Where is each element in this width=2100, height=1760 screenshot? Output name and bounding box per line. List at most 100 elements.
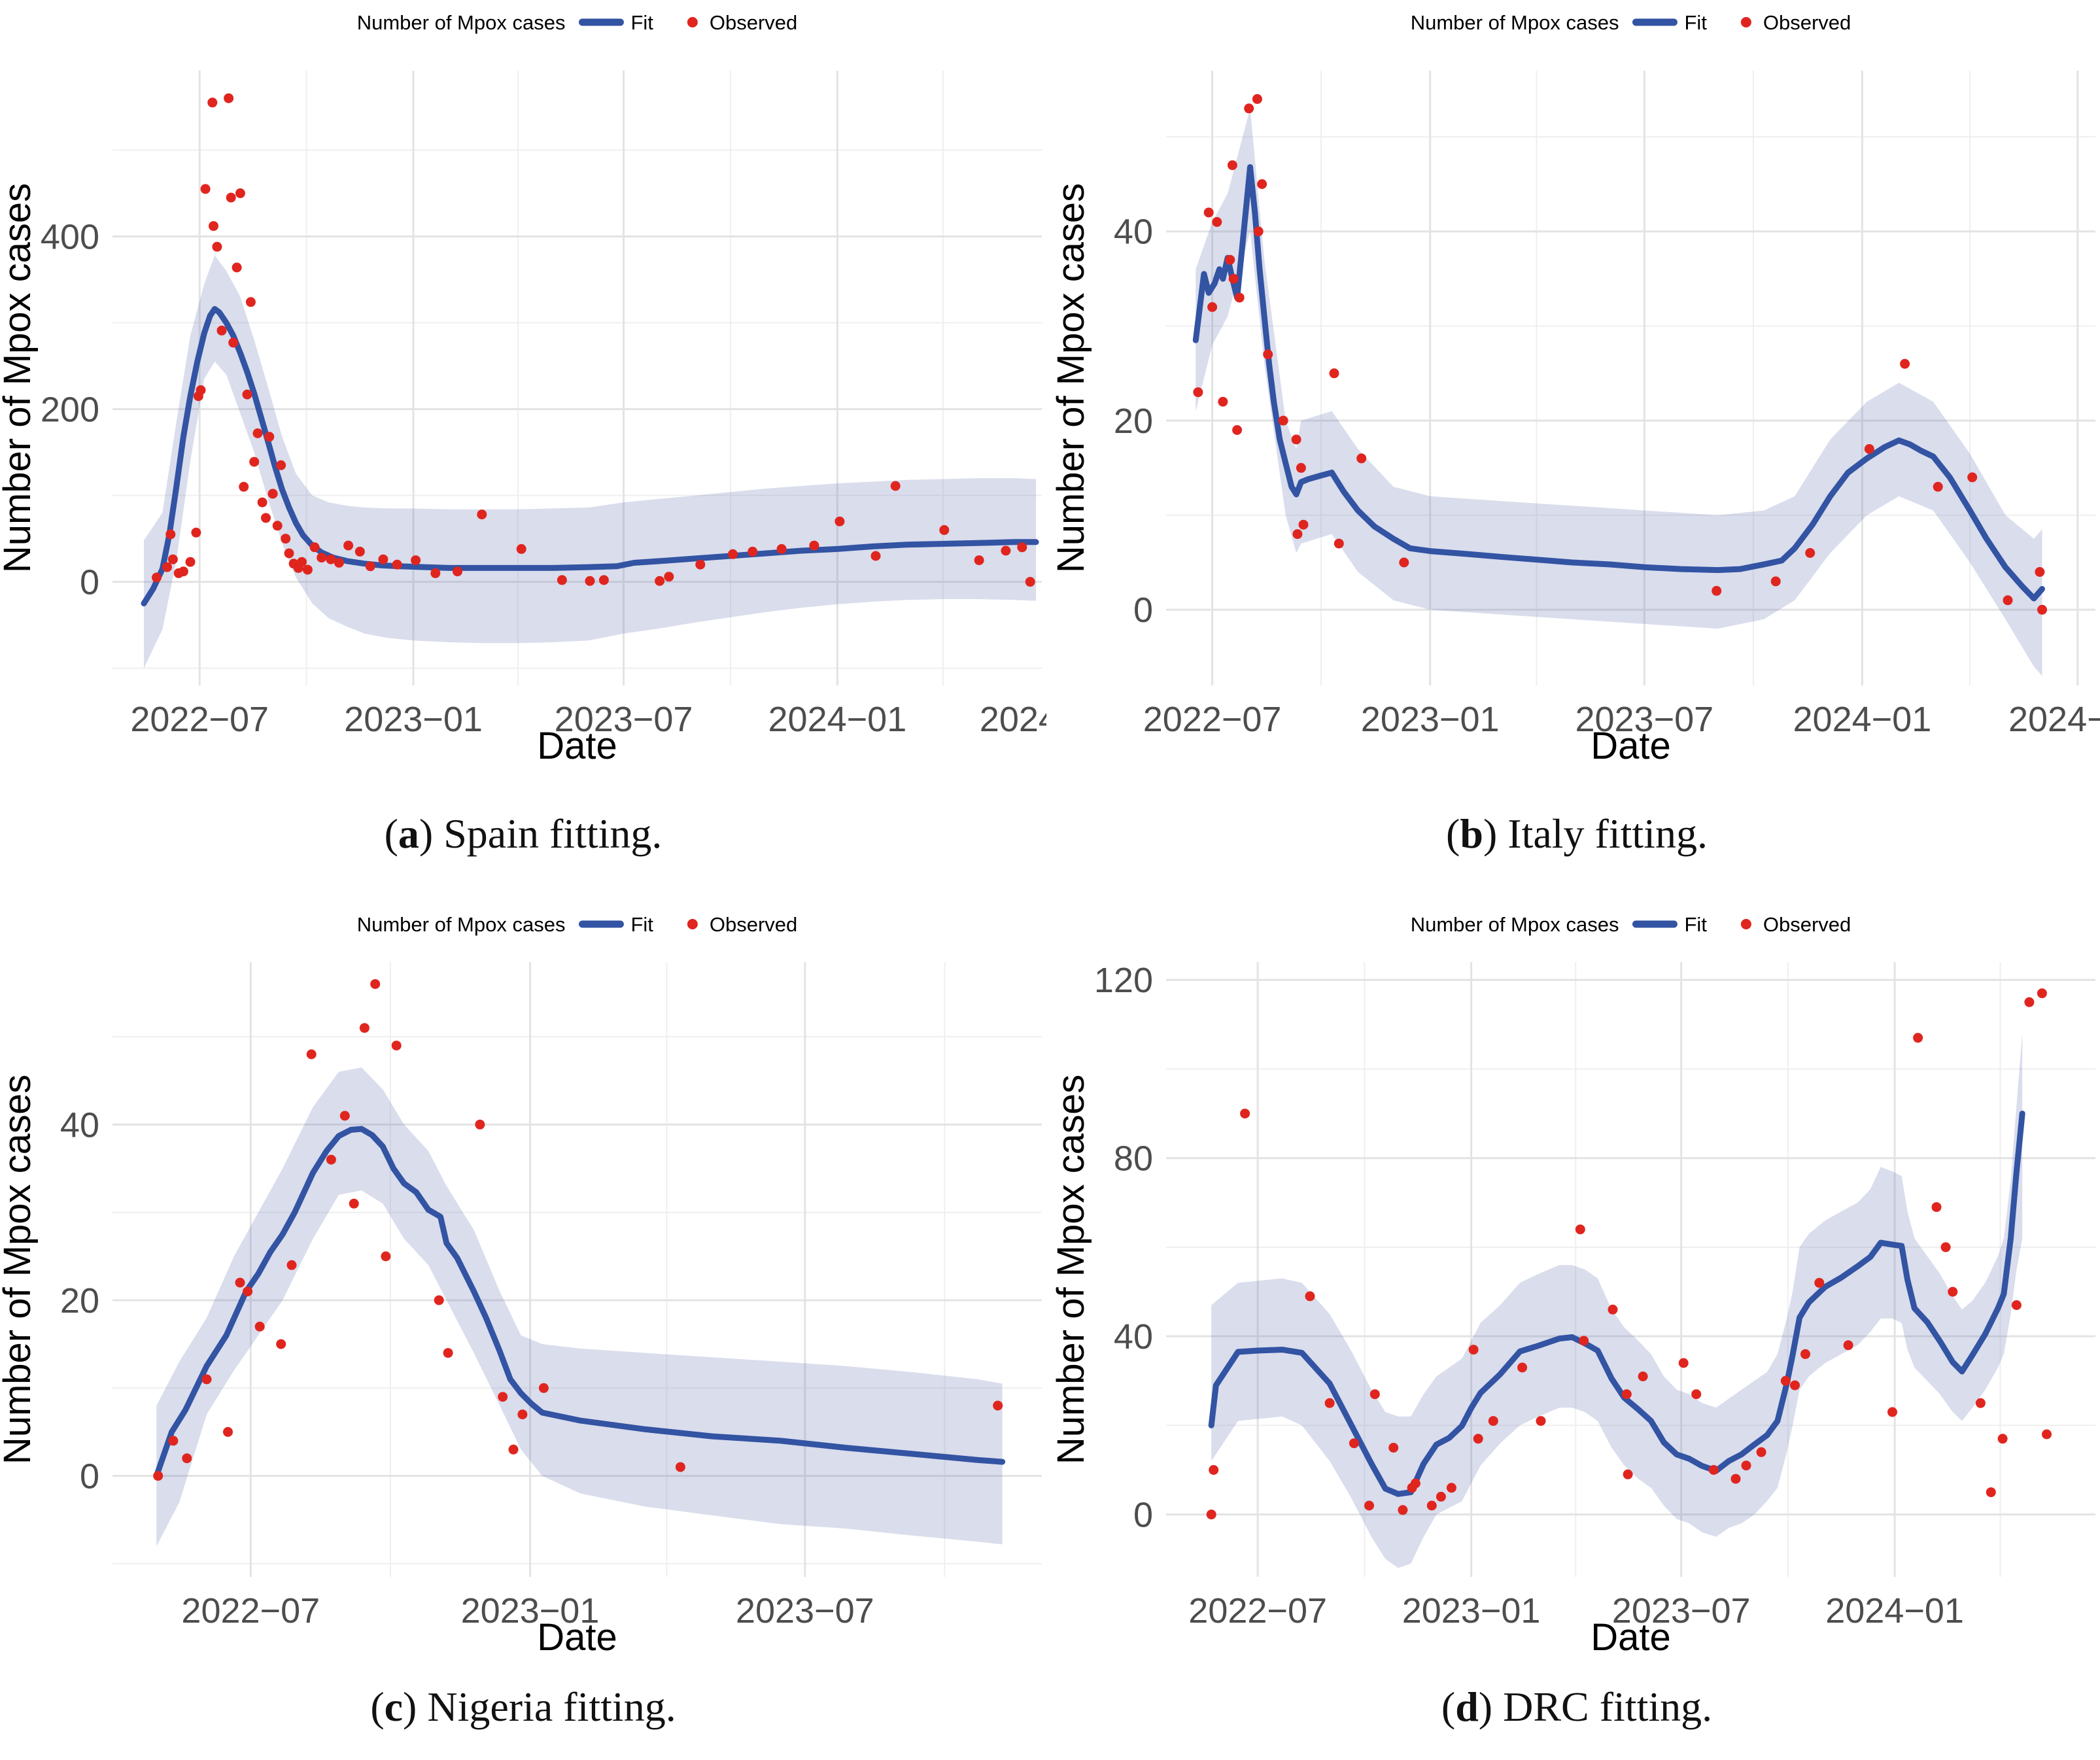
observed-point — [1608, 1304, 1618, 1315]
x-axis-labels: 2022−07 2023−01 2023−07 2024−01 — [1188, 1591, 1964, 1631]
observed-point — [334, 558, 344, 568]
observed-point — [242, 389, 252, 400]
observed-point — [1388, 1443, 1399, 1453]
fit-line — [153, 1126, 1006, 1479]
observed-point — [1931, 1202, 1942, 1213]
observed-point — [392, 559, 402, 570]
x-tick-label: 2024−01 — [768, 700, 907, 739]
chart-drc: 0 40 80 120 2022−07 2023−01 2023−07 2024−01 Date… — [1054, 913, 2095, 1655]
panel-italy: 0 20 40 2022−07 2023−01 2023−07 2024−01 2024−07… — [1054, 0, 2100, 785]
observed-point — [359, 1023, 370, 1033]
observed-point — [354, 546, 365, 557]
grid-minor — [1166, 71, 2095, 685]
observed-point — [191, 527, 201, 538]
legend-fit-label: Fit — [1684, 913, 1707, 936]
observed-point — [343, 540, 354, 551]
y-axis-title: Number of Mpox cases — [0, 183, 39, 573]
observed-point — [1207, 302, 1218, 312]
observed-point — [178, 566, 188, 577]
observed-point — [243, 1286, 253, 1297]
observed-point — [2037, 988, 2047, 999]
observed-point — [261, 513, 271, 523]
y-tick-label: 80 — [1114, 1139, 1153, 1179]
caption-paren-open: ( — [1446, 810, 1460, 857]
confidence-ribbon — [156, 1067, 1003, 1546]
observed-point — [235, 1277, 245, 1288]
observed-point — [1225, 254, 1235, 265]
y-axis-title: Number of Mpox cases — [1054, 1075, 1092, 1464]
grid-major — [112, 71, 1042, 685]
observed-point — [224, 93, 234, 103]
observed-point — [228, 337, 239, 348]
observed-point — [1473, 1434, 1483, 1444]
observed-point — [1933, 481, 1943, 492]
observed-point — [1017, 542, 1027, 553]
x-tick-label: 2022−07 — [1188, 1591, 1327, 1631]
observed-point — [232, 262, 242, 273]
y-tick-label: 20 — [60, 1281, 99, 1320]
observed-point — [326, 1154, 336, 1165]
legend-observed-dot-swatch — [687, 919, 698, 929]
observed-point — [1244, 103, 1254, 114]
x-axis-labels: 2022−07 2023−01 2023−07 2024−01 2024−07 — [130, 700, 1046, 739]
grid-major — [112, 962, 1042, 1577]
observed-point — [1940, 1242, 1951, 1252]
grid-minor — [112, 71, 1042, 685]
observed-point — [1436, 1491, 1446, 1502]
observed-point — [1623, 1469, 1633, 1479]
observed-point — [153, 1471, 164, 1481]
observed-point — [1468, 1345, 1479, 1355]
observed-point — [1257, 179, 1267, 189]
observed-point — [309, 542, 320, 553]
observed-point — [1814, 1277, 1825, 1288]
observed-point — [675, 1462, 685, 1472]
observed-point — [1234, 292, 1245, 303]
observed-point — [1426, 1500, 1437, 1511]
observed-point — [453, 566, 462, 577]
observed-point — [443, 1348, 453, 1358]
x-tick-label: 2023−01 — [344, 700, 483, 739]
x-axis-labels: 2022−07 2023−01 2023−07 — [181, 1591, 874, 1631]
legend-observed-label: Observed — [710, 913, 797, 936]
observed-point — [508, 1444, 519, 1455]
observed-point — [1305, 1291, 1315, 1302]
observed-point — [1579, 1336, 1589, 1346]
y-tick-label: 40 — [60, 1105, 99, 1145]
observed-point — [1967, 472, 1978, 483]
observed-point — [267, 489, 278, 499]
fit-line — [1192, 164, 2045, 602]
legend-fit-label: Fit — [630, 11, 653, 34]
observed-point — [2011, 1300, 2022, 1310]
x-tick-label: 2023−07 — [1612, 1591, 1751, 1631]
observed-point — [182, 1453, 192, 1464]
observed-point — [517, 1409, 528, 1420]
observed-point — [1253, 226, 1264, 237]
legend-title: Number of Mpox cases — [357, 11, 566, 34]
observed-point — [1986, 1487, 1996, 1498]
observed-point — [1298, 519, 1309, 530]
caption-text: Nigeria fitting. — [427, 1683, 676, 1730]
chart-legend: Number of Mpox cases Fit Observed — [357, 913, 798, 936]
observed-point — [381, 1251, 391, 1262]
y-tick-label: 40 — [1114, 1317, 1153, 1356]
caption-letter: b — [1460, 810, 1483, 857]
observed-point — [1997, 1434, 2008, 1444]
observed-point — [1193, 387, 1203, 398]
x-tick-label: 2023−01 — [1402, 1591, 1541, 1631]
y-tick-label: 200 — [41, 390, 99, 429]
caption-paren-close: ) — [419, 810, 444, 857]
legend-observed-dot-swatch — [687, 17, 698, 27]
y-tick-label: 120 — [1094, 961, 1153, 1000]
legend-observed-label: Observed — [710, 11, 797, 34]
plot-layer — [153, 1067, 1006, 1546]
observed-point — [835, 516, 845, 526]
legend-observed-label: Observed — [1763, 11, 1851, 34]
caption-drc: (d) DRC fitting. — [1054, 1674, 2100, 1740]
x-tick-label: 2023−07 — [555, 700, 693, 739]
x-tick-label: 2022−07 — [1143, 700, 1282, 739]
observed-point — [239, 481, 249, 492]
observed-point — [1369, 1389, 1380, 1400]
observed-point — [498, 1392, 508, 1402]
y-tick-label: 0 — [1133, 1496, 1153, 1535]
chart-legend: Number of Mpox cases Fit Observed — [1411, 913, 1851, 936]
